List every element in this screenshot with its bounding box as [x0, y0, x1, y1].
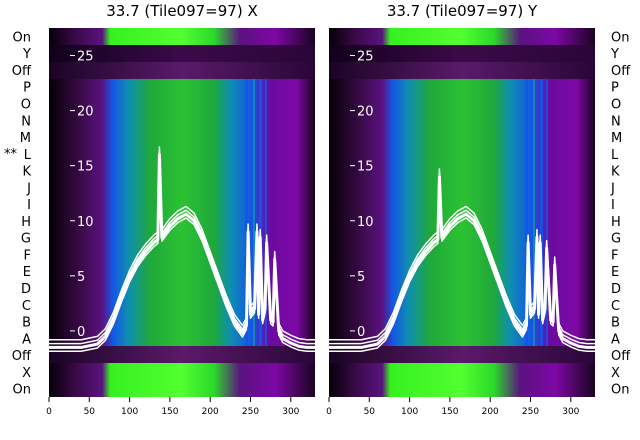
row-label: E: [23, 265, 31, 280]
x-axis-ticks-x: 0 50 100 150 200 250 300: [46, 397, 300, 417]
row-label: Y: [22, 47, 31, 62]
row-label: F: [24, 248, 31, 263]
row-label: I: [27, 198, 31, 213]
y-tick-label: 20: [77, 105, 94, 120]
row-label: F: [611, 248, 618, 263]
y-tick-label: 5: [357, 270, 365, 285]
row-label: L: [611, 148, 619, 163]
trace-line: [49, 146, 315, 341]
x-tick-label: 200: [482, 407, 499, 417]
row-label: On: [611, 30, 629, 45]
y-tick-label: 0: [77, 325, 85, 340]
row-label: G: [21, 232, 31, 247]
x-tick-label: 300: [282, 407, 299, 417]
row-label: P: [23, 81, 31, 96]
row-label: D: [611, 282, 621, 297]
row-label: M: [20, 131, 31, 146]
row-label: L: [24, 148, 32, 163]
y-tick-label: 25: [77, 50, 94, 65]
row-label: D: [21, 282, 31, 297]
row-label: B: [22, 316, 31, 331]
row-label: N: [21, 114, 31, 129]
row-label: N: [611, 114, 621, 129]
y-tick-label: 10: [77, 215, 94, 230]
row-label: Y: [610, 47, 619, 62]
trace-lines-x: [49, 146, 315, 353]
x-tick-label: 50: [84, 407, 96, 417]
row-label: C: [22, 299, 31, 314]
x-tick-label: 150: [161, 407, 178, 417]
x-tick-label: 300: [562, 407, 579, 417]
x-tick-label: 250: [242, 407, 259, 417]
marked-row-indicator: **: [4, 147, 18, 162]
row-label: On: [611, 383, 629, 398]
heatmap-panel-x: 0 5 10 15 20 25 0 50 100 150 200 250 300 On X Off ABCD…: [4, 2, 315, 417]
panel-title-x: 33.7 (Tile097=97) X: [106, 2, 257, 20]
panel-title-y: 33.7 (Tile097=97) Y: [387, 2, 538, 20]
trace-lines-y: [329, 168, 595, 353]
row-label: K: [22, 165, 31, 180]
y-tick-label: 10: [357, 215, 374, 230]
y-tick-label: 15: [357, 160, 374, 175]
row-label: H: [611, 215, 621, 230]
x-tick-label: 200: [202, 407, 219, 417]
row-label: Off: [611, 349, 631, 364]
row-label: Off: [611, 64, 631, 79]
row-label: On: [13, 30, 31, 45]
row-label: O: [611, 97, 621, 112]
row-label: J: [610, 181, 615, 196]
row-label: C: [611, 299, 620, 314]
row-label: P: [611, 81, 619, 96]
heatmap-cells-x: [49, 28, 315, 397]
row-label: B: [611, 316, 620, 331]
row-label: A: [22, 332, 31, 347]
x-tick-label: 150: [441, 407, 458, 417]
row-label: E: [611, 265, 619, 280]
heatmap-panel-y: 0 5 10 15 20 25 0 50 100 150 200 250 300 On X Off ABCD…: [326, 2, 631, 417]
row-label: H: [21, 215, 31, 230]
x-tick-label: 50: [364, 407, 376, 417]
x-axis-ticks-y: 0 50 100 150 200 250 300: [326, 397, 580, 417]
y-axis-ticks-x: 0 5 10 15 20 25: [70, 50, 94, 340]
row-label: X: [22, 366, 31, 381]
y-tick-label: 20: [357, 105, 374, 120]
x-tick-label: 250: [522, 407, 539, 417]
y-tick-label: 5: [77, 270, 85, 285]
trace-line: [329, 168, 595, 341]
row-label: X: [611, 366, 620, 381]
y-tick-label: 0: [357, 325, 365, 340]
row-label: K: [611, 165, 620, 180]
x-tick-label: 0: [46, 407, 52, 417]
row-label: Off: [12, 349, 32, 364]
row-label: On: [13, 383, 31, 398]
x-tick-label: 0: [326, 407, 332, 417]
y-axis-ticks-y: 0 5 10 15 20 25: [350, 50, 374, 340]
row-label: A: [611, 332, 620, 347]
row-label: M: [611, 131, 622, 146]
row-label: G: [611, 232, 621, 247]
x-tick-label: 100: [121, 407, 138, 417]
trace-line: [49, 157, 315, 353]
x-tick-label: 100: [401, 407, 418, 417]
row-label: O: [21, 97, 31, 112]
y-tick-label: 15: [77, 160, 94, 175]
row-label: Off: [12, 64, 32, 79]
row-label: I: [611, 198, 615, 213]
row-label: J: [26, 181, 31, 196]
y-tick-label: 25: [357, 50, 374, 65]
trace-line: [329, 179, 595, 353]
